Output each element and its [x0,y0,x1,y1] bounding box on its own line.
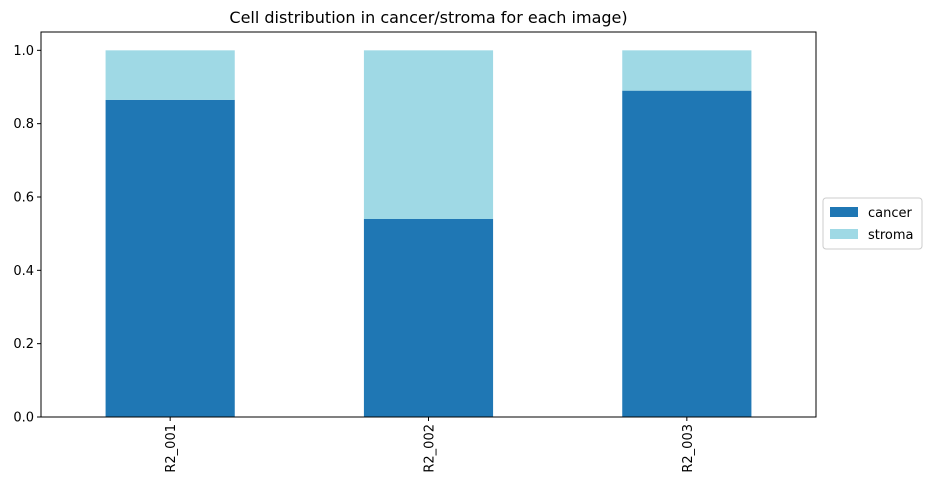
chart-title: Cell distribution in cancer/stroma for e… [229,8,627,27]
bars-group [105,50,752,418]
x-tick-label: R2_002 [423,424,438,473]
y-tick-label: 0.0 [13,411,34,426]
y-tick-label: 0.2 [13,337,34,352]
bar-stroma-R2_001 [105,50,235,100]
bar-cancer-R2_003 [622,90,752,418]
y-tick-label: 0.4 [13,264,34,279]
bar-stroma-R2_002 [363,50,494,220]
y-tick-label: 1.0 [13,44,34,59]
bar-cancer-R2_002 [363,219,494,417]
axes-group: 0.0 0.2 0.4 0.6 0.8 1.0 R2_001 R2_002 R2_003 [13,31,817,473]
bar-stroma-R2_003 [622,50,752,91]
y-tick-label: 0.8 [13,117,34,132]
legend-label-cancer: cancer [868,206,912,221]
legend-swatch-cancer [830,207,858,217]
x-tick-label: R2_003 [681,424,696,473]
x-tick-label: R2_001 [164,424,179,473]
legend-swatch-stroma [830,229,858,239]
legend-label-stroma: stroma [868,228,914,243]
y-tick-label: 0.6 [13,191,34,206]
legend: cancer stroma [822,197,923,250]
bar-cancer-R2_001 [105,99,235,417]
